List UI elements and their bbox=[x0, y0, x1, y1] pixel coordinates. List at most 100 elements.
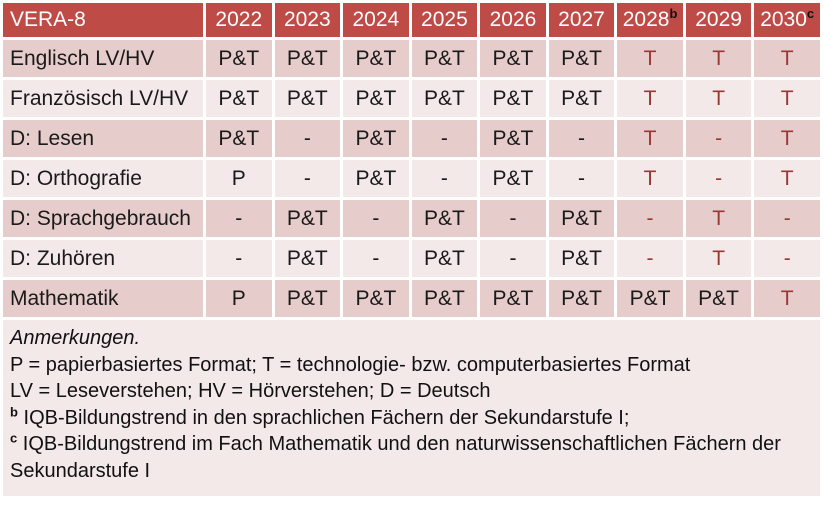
year-column-header: 2030c bbox=[754, 3, 820, 37]
notes-area: Anmerkungen. P = papierbasiertes Format;… bbox=[3, 320, 820, 496]
table-row: D: Orthografie P - P&T - P&T - T - T bbox=[3, 160, 820, 197]
format-cell: P&T bbox=[480, 40, 546, 77]
header-label: 2026 bbox=[489, 8, 537, 31]
format-cell: P&T bbox=[411, 200, 478, 237]
format-cell: - bbox=[685, 160, 752, 197]
note-text: P = papierbasiertes Format; T = technolo… bbox=[10, 353, 691, 376]
note-line: LV = Leseverstehen; HV = Hörverstehen; D… bbox=[10, 378, 810, 405]
footnote-marker: b bbox=[10, 404, 18, 420]
row-label: D: Zuhören bbox=[3, 240, 203, 277]
table-footer: Anmerkungen. P = papierbasiertes Format;… bbox=[3, 320, 820, 496]
note-line: P = papierbasiertes Format; T = technolo… bbox=[10, 352, 810, 379]
header-label: 2022 bbox=[215, 8, 263, 31]
format-cell: T bbox=[617, 40, 683, 77]
format-cell: P&T bbox=[343, 120, 409, 157]
format-cell: - bbox=[274, 120, 341, 157]
note-text: IQB-Bildungstrend in den sprachlichen Fä… bbox=[23, 406, 630, 429]
format-cell: - bbox=[411, 160, 478, 197]
format-cell: - bbox=[274, 160, 341, 197]
format-cell: T bbox=[754, 160, 820, 197]
header-label: 2023 bbox=[283, 8, 331, 31]
format-cell: - bbox=[754, 240, 820, 277]
format-cell: - bbox=[343, 200, 409, 237]
row-label: D: Sprachgebrauch bbox=[3, 200, 203, 237]
format-cell: - bbox=[548, 160, 615, 197]
format-cell: T bbox=[754, 280, 820, 317]
format-cell: T bbox=[685, 40, 752, 77]
note-text: IQB-Bildungstrend im Fach Mathematik und… bbox=[10, 433, 781, 482]
note-line: c IQB-Bildungstrend im Fach Mathematik u… bbox=[10, 431, 810, 484]
format-cell: P&T bbox=[274, 200, 341, 237]
footnote-marker: c bbox=[806, 6, 815, 21]
header-label: 2024 bbox=[352, 8, 400, 31]
format-cell: - bbox=[206, 200, 272, 237]
header-label: 2028 bbox=[622, 8, 670, 31]
year-column-header: 2026 bbox=[480, 3, 546, 37]
format-cell: P&T bbox=[548, 40, 615, 77]
format-cell: - bbox=[480, 240, 546, 277]
table-row: Französisch LV/HV P&T P&T P&T P&T P&T P&T T T T bbox=[3, 80, 820, 117]
year-column-header: 2023 bbox=[274, 3, 341, 37]
table-title-cell: VERA-8 bbox=[3, 3, 203, 37]
header-row: VERA-8 2022 2023 2024 2025 2026 2027 2028b 2029 2… bbox=[3, 3, 820, 37]
table-row: Englisch LV/HV P&T P&T P&T P&T P&T P&T T T T bbox=[3, 40, 820, 77]
format-cell: P&T bbox=[480, 280, 546, 317]
format-cell: P&T bbox=[343, 40, 409, 77]
format-cell: T bbox=[685, 80, 752, 117]
format-cell: T bbox=[754, 120, 820, 157]
format-cell: T bbox=[617, 160, 683, 197]
format-cell: P&T bbox=[343, 80, 409, 117]
table-body: Englisch LV/HV P&T P&T P&T P&T P&T P&T T T T Franz… bbox=[3, 40, 820, 317]
year-column-header: 2025 bbox=[411, 3, 478, 37]
format-cell: T bbox=[685, 240, 752, 277]
note-line: b IQB-Bildungstrend in den sprachlichen … bbox=[10, 405, 810, 432]
format-cell: P&T bbox=[274, 280, 341, 317]
format-cell: P&T bbox=[480, 80, 546, 117]
format-cell: P&T bbox=[548, 240, 615, 277]
format-cell: P&T bbox=[411, 40, 478, 77]
table-row: D: Zuhören - P&T - P&T - P&T - T - bbox=[3, 240, 820, 277]
format-cell: P&T bbox=[548, 80, 615, 117]
header-label: 2029 bbox=[695, 8, 742, 31]
format-cell: P&T bbox=[343, 280, 409, 317]
header-label: 2027 bbox=[558, 8, 605, 31]
table-row: D: Lesen P&T - P&T - P&T - T - T bbox=[3, 120, 820, 157]
format-cell: - bbox=[343, 240, 409, 277]
format-cell: P&T bbox=[411, 80, 478, 117]
format-cell: P&T bbox=[411, 240, 478, 277]
notes-heading: Anmerkungen. bbox=[10, 327, 141, 349]
format-cell: T bbox=[754, 80, 820, 117]
format-cell: - bbox=[411, 120, 478, 157]
format-cell: T bbox=[685, 200, 752, 237]
format-cell: T bbox=[617, 80, 683, 117]
format-cell: - bbox=[206, 240, 272, 277]
format-cell: P&T bbox=[480, 160, 546, 197]
format-cell: - bbox=[685, 120, 752, 157]
header-label: 2030 bbox=[760, 8, 807, 31]
row-label: Französisch LV/HV bbox=[3, 80, 203, 117]
row-label: Mathematik bbox=[3, 280, 203, 317]
format-cell: P&T bbox=[411, 280, 478, 317]
footnote-marker: b bbox=[669, 6, 678, 21]
row-label: Englisch LV/HV bbox=[3, 40, 203, 77]
row-label: D: Lesen bbox=[3, 120, 203, 157]
format-cell: T bbox=[617, 120, 683, 157]
format-cell: P&T bbox=[548, 280, 615, 317]
footnote-marker: c bbox=[10, 430, 18, 446]
format-cell: P&T bbox=[274, 240, 341, 277]
format-cell: - bbox=[754, 200, 820, 237]
format-cell: - bbox=[548, 120, 615, 157]
year-column-header: 2022 bbox=[206, 3, 272, 37]
format-cell: P&T bbox=[617, 280, 683, 317]
year-column-header: 2024 bbox=[343, 3, 409, 37]
format-cell: P&T bbox=[480, 120, 546, 157]
note-text: LV = Leseverstehen; HV = Hörverstehen; D… bbox=[10, 380, 491, 403]
format-cell: P&T bbox=[274, 80, 341, 117]
format-cell: P bbox=[206, 160, 272, 197]
format-cell: P&T bbox=[206, 80, 272, 117]
notes-lines: P = papierbasiertes Format; T = technolo… bbox=[10, 352, 810, 485]
year-column-header: 2027 bbox=[548, 3, 615, 37]
year-column-header: 2028b bbox=[617, 3, 683, 37]
